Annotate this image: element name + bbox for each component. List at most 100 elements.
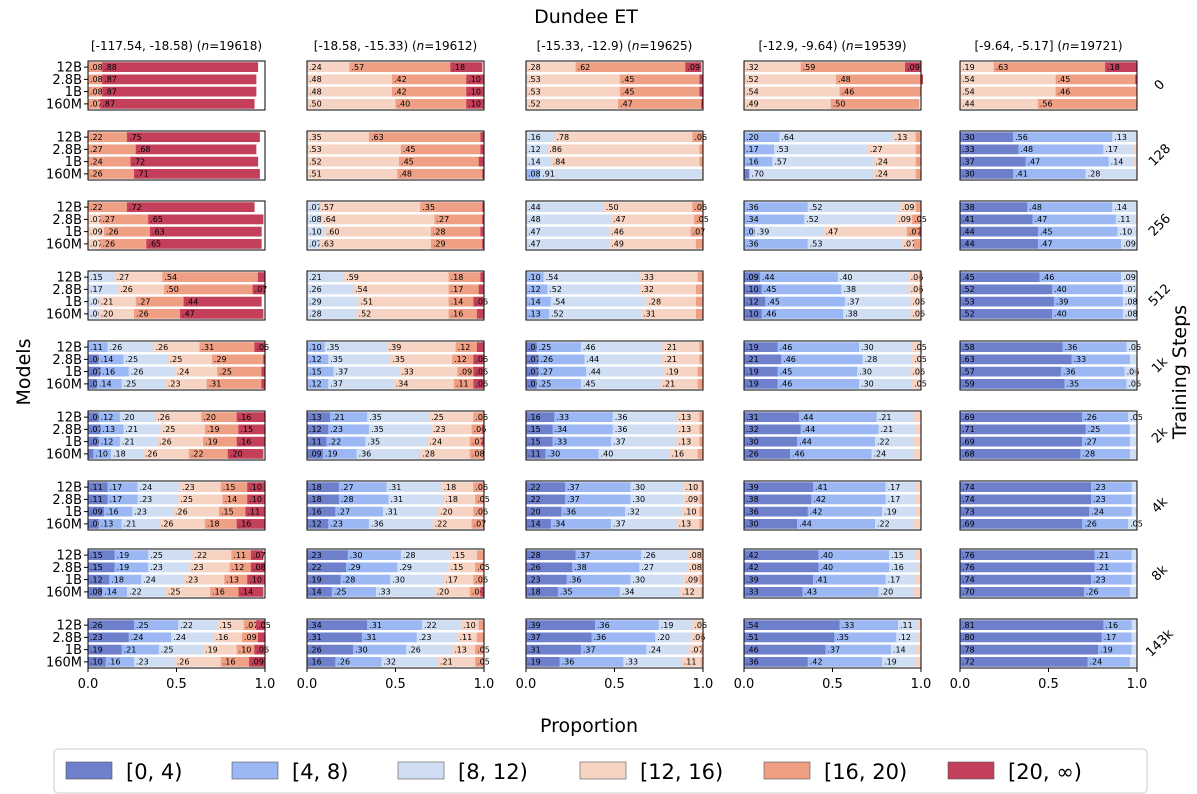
bar-segment xyxy=(701,168,704,179)
bar-segment xyxy=(744,656,808,667)
panel-frame xyxy=(743,480,922,531)
data-label: .32 xyxy=(746,63,759,72)
data-label: .23 xyxy=(1093,483,1106,492)
bar-segment xyxy=(307,86,393,97)
bar-segment xyxy=(174,366,218,377)
bar-segment xyxy=(1117,226,1136,237)
bar-segment xyxy=(98,412,121,423)
x-tick-label: 0.0 xyxy=(78,677,99,692)
data-label: .10 xyxy=(309,227,322,236)
data-label: .10 xyxy=(1120,227,1133,236)
bar-segment xyxy=(844,296,911,307)
bar-segment xyxy=(249,656,266,667)
data-label: .48 xyxy=(1029,203,1042,212)
bar-segment xyxy=(549,308,642,319)
bar-segment xyxy=(744,168,750,179)
data-label: .84 xyxy=(553,157,566,166)
bar-segment xyxy=(118,284,165,295)
bar-segment xyxy=(960,632,1102,643)
bar-segment xyxy=(526,168,541,179)
bar-segment xyxy=(416,632,458,643)
bar-segment xyxy=(368,132,481,143)
bar-segment xyxy=(701,550,704,561)
data-label: .15 xyxy=(528,425,541,434)
bar-segment xyxy=(1094,550,1132,561)
bar-segment xyxy=(526,586,559,597)
bar-segment xyxy=(213,632,243,643)
data-label: .11 xyxy=(248,507,261,516)
data-label: .16 xyxy=(671,450,684,459)
bar-segment xyxy=(676,436,700,447)
data-label: .44 xyxy=(586,355,599,364)
panel-frame xyxy=(525,340,704,391)
data-label: .09 xyxy=(1123,240,1136,249)
bar-segment xyxy=(480,144,485,155)
bar-segment xyxy=(261,366,266,377)
legend-label: [8, 12) xyxy=(458,760,528,784)
data-label: .31 xyxy=(364,633,377,642)
data-label: .14 xyxy=(225,495,238,504)
panel: .34.31.22.10.31.31.23.11.26.30.26.13.05.… xyxy=(306,618,490,669)
data-label: .17 xyxy=(1105,145,1118,154)
bar-segment xyxy=(919,284,922,295)
bar-segment xyxy=(340,574,391,585)
bar-segment xyxy=(906,226,920,237)
bar-segment xyxy=(478,284,485,295)
bar-segment xyxy=(88,656,106,667)
panel-frame xyxy=(959,340,1138,391)
bar-segment xyxy=(307,644,354,655)
data-label: .21 xyxy=(124,645,137,654)
data-label: .07 xyxy=(90,100,103,109)
step-label: 4k xyxy=(1149,494,1171,516)
bar-segment xyxy=(676,424,700,435)
data-label: .39 xyxy=(389,343,402,352)
data-label: .16 xyxy=(239,520,252,529)
data-label: .07 xyxy=(904,240,917,249)
x-tick-label: 0.5 xyxy=(385,677,406,692)
data-label: .37 xyxy=(583,645,596,654)
bar-segment xyxy=(744,272,761,283)
bar-segment xyxy=(148,214,264,225)
data-label: .36 xyxy=(746,203,759,212)
panel-frame xyxy=(87,200,266,251)
data-label: .34 xyxy=(309,621,322,630)
panel: .81.16.80.17.78.19.72.24 xyxy=(959,618,1138,669)
data-label: .07 xyxy=(253,551,266,560)
data-label: .08 xyxy=(1125,310,1138,319)
data-label: .32 xyxy=(746,425,759,434)
data-label: .28 xyxy=(528,551,541,560)
bar-segment xyxy=(744,354,782,365)
bar-segment xyxy=(761,284,842,295)
bar-segment xyxy=(690,632,702,643)
data-label: .09 xyxy=(90,227,103,236)
model-label: 1B xyxy=(65,435,82,450)
bar-segment xyxy=(88,98,101,109)
bar-segment xyxy=(450,550,478,561)
bar-segment xyxy=(482,436,485,447)
data-label: .30 xyxy=(962,170,975,179)
model-label: 1B xyxy=(65,365,82,380)
bar-segment xyxy=(897,620,918,631)
bar-segment xyxy=(765,296,846,307)
bar-segment xyxy=(889,562,918,573)
panel-frame xyxy=(959,548,1138,599)
data-label: .26 xyxy=(746,450,759,459)
bar-segment xyxy=(132,506,174,517)
panel: .24.57.18.48.42.10.48.42.10.50.40.10 xyxy=(306,60,485,111)
bar-segment xyxy=(88,506,105,517)
data-label: .27 xyxy=(90,145,103,154)
bar-segment xyxy=(128,632,172,643)
data-label: .47 xyxy=(528,227,541,236)
data-label: .18 xyxy=(444,483,457,492)
bar-segment xyxy=(427,436,471,447)
bar-segment xyxy=(526,378,537,389)
data-label: .22 xyxy=(309,563,322,572)
bar-segment xyxy=(538,354,585,365)
bar-segment xyxy=(201,412,237,423)
step-label: 143k xyxy=(1143,626,1177,660)
bar-segment xyxy=(476,308,485,319)
data-label: .54 xyxy=(746,87,759,96)
data-label: .08 xyxy=(689,551,702,560)
bar-segment xyxy=(1089,506,1132,517)
bar-segment xyxy=(526,342,537,353)
